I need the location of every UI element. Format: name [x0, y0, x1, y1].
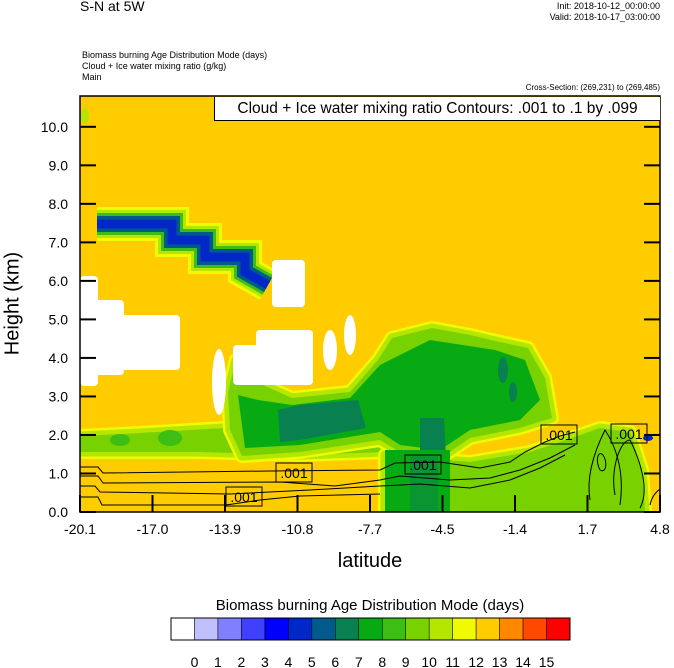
missing-data-area	[256, 330, 313, 385]
plot-title: S-N at 5W	[80, 0, 145, 14]
contour-line	[80, 454, 566, 495]
y-tick-label: 1.0	[49, 465, 69, 481]
colorbar-label: 12	[468, 654, 484, 668]
x-tick-label: 4.8	[650, 521, 670, 537]
contour-label: .001	[230, 489, 257, 505]
valid-time: Valid: 2018-10-17_03:00:00	[549, 12, 660, 22]
missing-data-area	[212, 349, 226, 415]
y-tick-label: 6.0	[49, 273, 69, 289]
init-time: Init: 2018-10-12_00:00:00	[556, 1, 660, 11]
colorbar-swatch	[217, 617, 242, 641]
colorbar-swatch	[194, 617, 219, 641]
y-tick-label: 4.0	[49, 350, 69, 366]
colorbar-title: Biomass burning Age Distribution Mode (d…	[215, 597, 525, 614]
contour-label: .001	[280, 465, 307, 481]
contour-line	[649, 488, 660, 506]
colorbar-swatch	[405, 617, 430, 641]
contour-line	[588, 429, 622, 506]
missing-data-area	[344, 315, 356, 355]
colorbar-swatch	[452, 617, 477, 641]
colorbar-label: 0	[191, 654, 199, 668]
contour-line	[80, 431, 576, 474]
contour-label: .001	[615, 426, 642, 442]
y-axis-label: Height (km)	[1, 251, 24, 356]
colorbar-label: 5	[308, 654, 316, 668]
contour-line	[613, 439, 645, 509]
x-tick-label: -10.8	[282, 521, 314, 537]
y-tick-label: 0.0	[49, 504, 69, 520]
colorbar-label: 2	[238, 654, 246, 668]
colorbar-swatch	[358, 617, 383, 641]
contour-label: .001	[545, 427, 572, 443]
field-label-2: Cloud + Ice water mixing ratio (g/kg)	[82, 61, 227, 71]
convective-teal	[509, 382, 517, 402]
y-tick-label: 5.0	[49, 311, 69, 327]
x-axis-label: latitude	[337, 550, 403, 572]
colorbar-label: 7	[355, 654, 363, 668]
colorbar-swatch	[170, 617, 195, 641]
y-tick-label: 7.0	[49, 234, 69, 250]
y-tick-label: 8.0	[49, 196, 69, 212]
x-tick-label: -13.9	[209, 521, 241, 537]
colorbar-label: 3	[261, 654, 269, 668]
missing-data-area	[272, 260, 305, 307]
contour-label: .001	[409, 457, 436, 473]
convective-teal	[498, 357, 508, 383]
colorbar-swatch	[522, 617, 547, 641]
colorbar-label: 15	[539, 654, 555, 668]
missing-data-area	[80, 315, 180, 370]
colorbar-swatch	[335, 617, 360, 641]
contour-line	[80, 444, 576, 487]
x-tick-label: 1.7	[578, 521, 598, 537]
y-tick-label: 9.0	[49, 157, 69, 173]
plot-area: .001 .001 .001 .001 .001	[80, 96, 660, 512]
contour-label-box	[404, 454, 442, 475]
missing-data-area	[323, 330, 337, 370]
colorbar-swatch	[428, 617, 453, 641]
colorbar-swatch	[311, 617, 336, 641]
x-tick-label: -1.4	[503, 521, 527, 537]
contour-line	[596, 453, 607, 472]
y-tick-label: 10.0	[41, 119, 68, 135]
colorbar-label: 11	[445, 654, 460, 668]
upper-plume	[97, 219, 271, 289]
y-tick-label: 3.0	[49, 388, 69, 404]
colorbar-swatch	[475, 617, 500, 641]
x-tick-label: -7.7	[358, 521, 382, 537]
field-label-1: Biomass burning Age Distribution Mode (d…	[82, 50, 268, 60]
corner-patch	[81, 108, 89, 124]
colorbar-label: 4	[284, 654, 292, 668]
cross-section-label: Cross-Section: (269,231) to (269,485)	[525, 83, 660, 92]
colorbar-swatch	[241, 617, 266, 641]
colorbar-frame	[170, 617, 571, 641]
colorbar-swatch	[499, 617, 524, 641]
field-label-3: Main	[82, 72, 102, 82]
colorbar-swatch	[381, 617, 406, 641]
contour-label-box	[275, 462, 313, 483]
low-band-patch	[110, 434, 130, 446]
contour-title: Cloud + Ice water mixing ratio Contours:…	[214, 97, 660, 121]
colorbar-label: 10	[421, 654, 437, 668]
colorbar-swatch	[264, 617, 289, 641]
contour-label-box	[540, 424, 578, 445]
colorbar-label: 6	[331, 654, 339, 668]
colorbar-label: 13	[492, 654, 508, 668]
blue-spot	[643, 435, 653, 441]
low-band-patch	[158, 430, 182, 446]
convective-teal	[278, 400, 366, 442]
colorbar-label: 14	[515, 654, 531, 668]
y-tick-label: 2.0	[49, 427, 69, 443]
contour-label-box	[610, 423, 648, 444]
x-tick-label: -20.1	[64, 521, 96, 537]
x-tick-label: -4.5	[430, 521, 454, 537]
colorbar-swatch	[546, 617, 571, 641]
colorbar-label: 9	[402, 654, 410, 668]
colorbar-swatch	[288, 617, 313, 641]
surface-column-core	[410, 455, 438, 512]
colorbar-label: 1	[214, 654, 222, 668]
colorbar-label: 8	[378, 654, 386, 668]
convective-teal	[420, 418, 446, 458]
x-tick-label: -17.0	[137, 521, 169, 537]
